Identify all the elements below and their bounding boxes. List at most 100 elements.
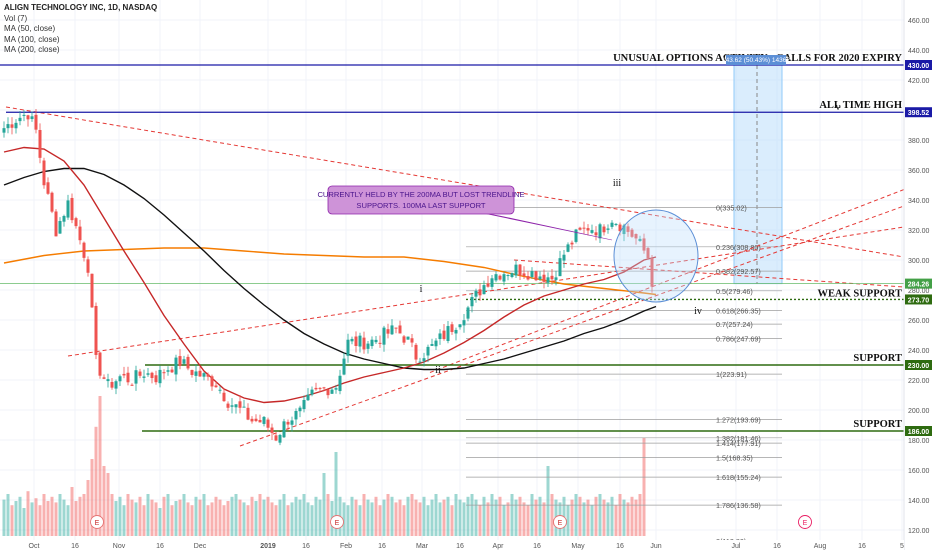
candles [2, 108, 654, 446]
volume-bar [270, 502, 274, 536]
candle [470, 292, 474, 313]
volume-bar [50, 496, 54, 536]
candle [118, 374, 122, 386]
volume-bar [26, 491, 30, 536]
wave-label-i: i [420, 284, 423, 295]
candle-body [258, 419, 262, 423]
time-axis-bg [0, 540, 904, 550]
candle-body [570, 242, 574, 245]
volume-bar [146, 494, 150, 536]
candle-body [638, 238, 642, 241]
candle-body [354, 336, 358, 346]
candle [482, 280, 486, 295]
candle-body [414, 344, 418, 360]
volume-bar [426, 505, 430, 536]
candle [526, 271, 530, 281]
symbol-title: ALIGN TECHNOLOGY INC, 1D, NASDAQ [4, 3, 158, 12]
candle [166, 366, 170, 376]
candle-body [434, 340, 438, 347]
candle-body [386, 329, 390, 334]
candle [382, 325, 386, 352]
trend-line [239, 205, 905, 447]
candle [42, 157, 46, 189]
volume-bar [170, 505, 174, 536]
volume-bar [422, 496, 426, 536]
volume-bar [626, 502, 630, 536]
candle-body [602, 226, 606, 233]
candle-body [198, 370, 202, 377]
volume-bar [590, 505, 594, 536]
candle [258, 414, 262, 423]
volume-bar [274, 505, 278, 536]
candle-body [290, 420, 294, 425]
candle-body [166, 370, 170, 372]
volume-bar [2, 499, 6, 536]
candle-body [62, 215, 66, 222]
candle-body [446, 326, 450, 342]
earnings-marker: E [90, 515, 104, 529]
candle-body [98, 352, 102, 376]
candle [474, 288, 478, 303]
volume-bar [474, 499, 478, 536]
legend-ma200: MA (200, close) [4, 45, 60, 54]
candle-body [218, 389, 222, 391]
volume-bar [306, 502, 310, 536]
volume-bar [382, 499, 386, 536]
candle-body [70, 197, 74, 221]
price-tick-label: 140.00 [908, 498, 930, 505]
volume-bar [398, 499, 402, 536]
candle-body [478, 289, 482, 296]
candle [262, 416, 266, 427]
volume-bar [210, 502, 214, 536]
volume-bar [366, 499, 370, 536]
candle-body [438, 333, 442, 340]
candle [110, 377, 114, 390]
candle-body [514, 264, 518, 276]
candle [522, 266, 526, 280]
volume-bar [242, 502, 246, 536]
candle-body [378, 342, 382, 344]
candle-body [590, 230, 594, 233]
candle-body [58, 221, 62, 234]
legend-ma50: MA (50, close) [4, 24, 56, 33]
trend-lines [5, 106, 905, 447]
price-axis-bg [904, 0, 932, 550]
fib-label: 1.618(155.24) [716, 473, 761, 482]
price-tick-label: 300.00 [908, 258, 930, 265]
candle [186, 354, 190, 371]
volume-bar [490, 494, 494, 536]
candle [86, 256, 90, 277]
candle [498, 274, 502, 281]
candle [242, 399, 246, 408]
time-tick-label: 16 [456, 543, 464, 550]
volume-bar [594, 496, 598, 536]
candle [506, 274, 510, 281]
price-tick-label: 240.00 [908, 348, 930, 355]
candle-body [210, 376, 214, 387]
candle [106, 373, 110, 388]
candle [6, 117, 10, 134]
volume-bar [34, 498, 38, 536]
candle-body [338, 375, 342, 392]
volume-bar [166, 494, 170, 536]
candle-body [94, 305, 98, 355]
time-tick-label: Mar [416, 543, 429, 550]
candle [18, 110, 22, 126]
candle-body [326, 389, 330, 396]
volume-bar [130, 499, 134, 536]
candle [306, 388, 310, 402]
volume-bar [310, 505, 314, 536]
moving-averages [3, 146, 657, 404]
measure-label: 143.62 (50.43%) 14362 [722, 55, 790, 65]
volume-bar [434, 494, 438, 536]
chart-legend: ALIGN TECHNOLOGY INC, 1D, NASDAQ Vol (7)… [4, 3, 157, 56]
candle [122, 366, 126, 379]
candle-body [186, 356, 190, 369]
volume-bar [18, 496, 22, 536]
candle [630, 228, 634, 238]
candle-body [270, 427, 274, 433]
candle [426, 344, 430, 363]
volume-bar [94, 426, 98, 536]
volume-bar [82, 494, 86, 536]
